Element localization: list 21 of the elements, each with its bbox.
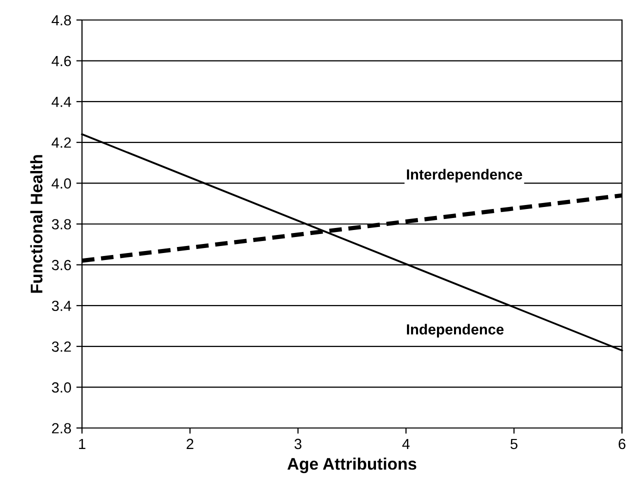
y-tick-label: 3.0 [52, 382, 72, 393]
y-tick-label: 3.6 [52, 260, 71, 270]
x-tick-label: 1 [79, 438, 86, 449]
y-tick-label: 4.8 [52, 15, 71, 26]
y-tick-label: 4.4 [52, 96, 72, 107]
y-tick-label: 2.8 [52, 423, 71, 434]
y-axis-title: Functional Health [30, 155, 42, 293]
y-tick-label: 4.0 [52, 178, 72, 189]
y-tick-label: 3.2 [52, 342, 71, 352]
y-tick-label: 3.4 [52, 300, 72, 312]
x-axis-title: Age Attributions [287, 458, 416, 474]
series-label: Independence [406, 324, 504, 338]
y-tick-label: 3.8 [52, 219, 71, 230]
x-tick-label: 5 [510, 438, 518, 450]
y-tick-label: 4.2 [52, 138, 71, 148]
series-label: Interdependence [406, 168, 522, 183]
x-tick-label: 3 [294, 438, 302, 450]
x-tick-label: 4 [402, 438, 410, 449]
x-tick-label: 6 [618, 438, 626, 450]
x-tick-label: 2 [186, 438, 194, 449]
y-tick-label: 4.6 [52, 56, 71, 66]
